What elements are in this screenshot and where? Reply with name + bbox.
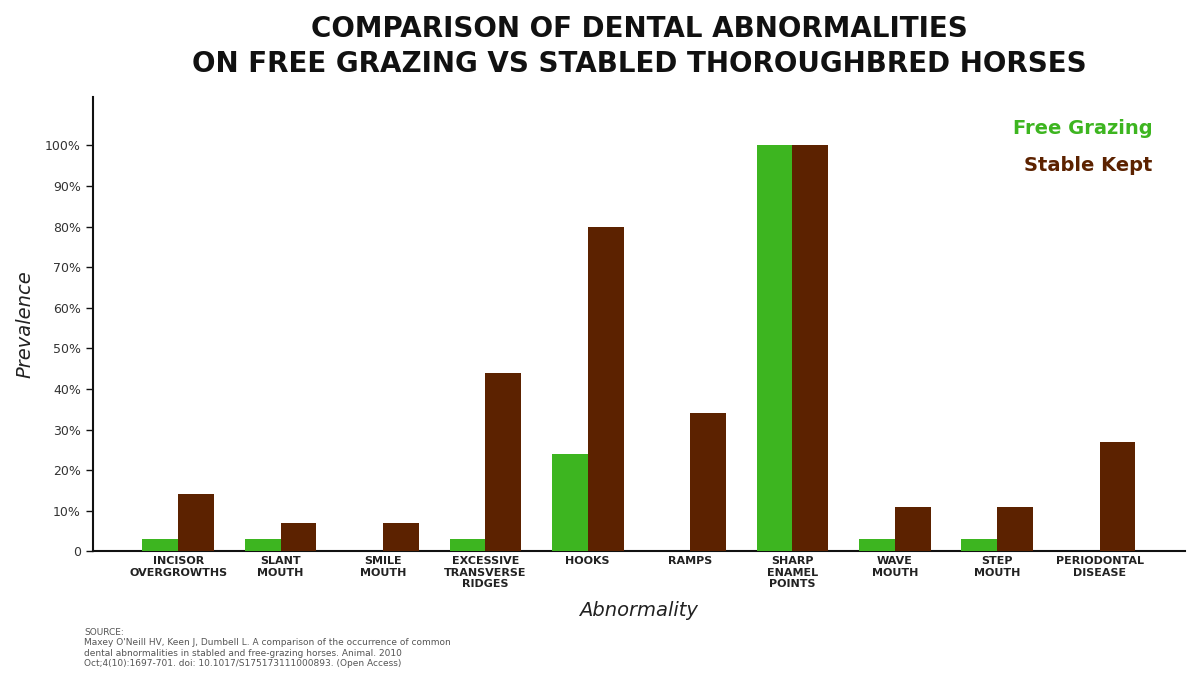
Bar: [179, 495, 214, 551]
Bar: [485, 373, 521, 551]
Text: Free Grazing: Free Grazing: [1013, 119, 1152, 138]
X-axis label: Abnormality: Abnormality: [580, 601, 698, 620]
Bar: [757, 145, 792, 551]
Bar: [588, 227, 624, 551]
Bar: [895, 507, 931, 551]
Bar: [792, 145, 828, 551]
Bar: [143, 539, 179, 551]
Text: SOURCE:
Maxey O'Neill HV, Keen J, Dumbell L. A comparison of the occurrence of c: SOURCE: Maxey O'Neill HV, Keen J, Dumbel…: [84, 628, 451, 668]
Bar: [1099, 441, 1135, 551]
Bar: [281, 523, 317, 551]
Text: Stable Kept: Stable Kept: [1024, 156, 1152, 175]
Bar: [450, 539, 485, 551]
Bar: [859, 539, 895, 551]
Bar: [245, 539, 281, 551]
Bar: [552, 454, 588, 551]
Bar: [383, 523, 419, 551]
Bar: [997, 507, 1033, 551]
Title: COMPARISON OF DENTAL ABNORMALITIES
ON FREE GRAZING VS STABLED THOROUGHBRED HORSE: COMPARISON OF DENTAL ABNORMALITIES ON FR…: [192, 15, 1086, 78]
Y-axis label: Prevalence: Prevalence: [14, 270, 34, 378]
Bar: [961, 539, 997, 551]
Bar: [690, 413, 726, 551]
